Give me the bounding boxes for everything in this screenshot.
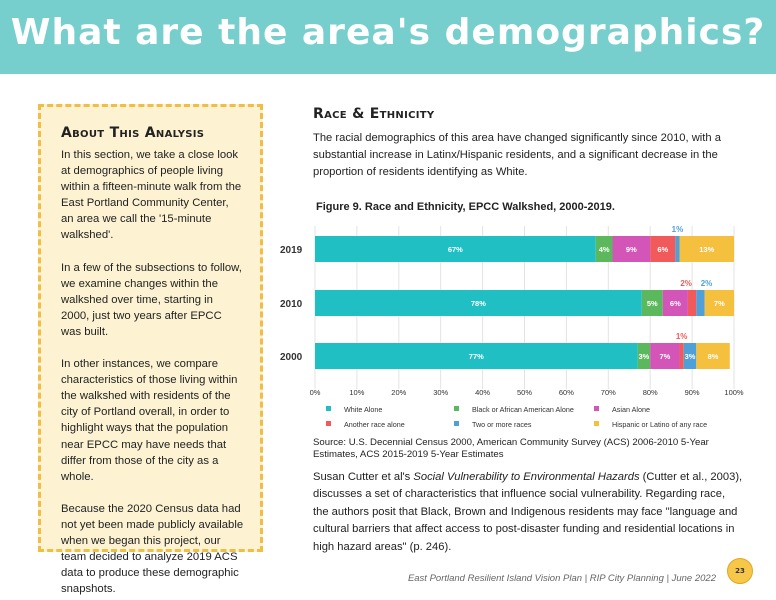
y-category-label: 2010: [280, 299, 303, 310]
data-label: 2%: [701, 279, 713, 288]
legend-label: White Alone: [344, 405, 382, 414]
legend-swatch: [326, 406, 331, 411]
bar-segment: [679, 343, 684, 369]
legend-label: Hispanic or Latino of any race: [612, 420, 707, 429]
y-category-label: 2000: [280, 352, 303, 363]
bar-segment: [683, 343, 697, 369]
bar-segment: [687, 290, 697, 316]
data-label: 9%: [626, 245, 637, 254]
section-intro: The racial demographics of this area hav…: [313, 132, 721, 178]
race-ethnicity-section: Race & Ethnicity The racial demographics…: [313, 106, 743, 181]
data-label: 3%: [638, 352, 649, 361]
x-tick-label: 100%: [724, 388, 744, 397]
data-label: 13%: [699, 245, 714, 254]
page-number: 23: [727, 558, 753, 584]
x-tick-label: 0%: [310, 388, 321, 397]
bar-segment: [315, 343, 638, 369]
sidebar-paragraph: In this section, we take a close look at…: [61, 149, 242, 242]
legend-label: Black or African American Alone: [472, 405, 574, 414]
data-label: 6%: [670, 299, 681, 308]
data-label: 78%: [471, 299, 486, 308]
data-label: 8%: [708, 352, 719, 361]
body-paragraph: Susan Cutter et al's Social Vulnerabilit…: [313, 469, 743, 556]
x-tick-label: 20%: [391, 388, 406, 397]
data-label: 1%: [672, 225, 684, 234]
data-label: 4%: [599, 245, 610, 254]
data-label: 77%: [469, 352, 484, 361]
body-text-lead: Susan Cutter et al's: [313, 471, 414, 483]
data-label: 7%: [714, 299, 725, 308]
bar-segment: [650, 343, 680, 369]
bar-segment: [637, 343, 651, 369]
legend-swatch: [454, 421, 459, 426]
bar-segment: [315, 236, 596, 262]
footer-text: East Portland Resilient Island Vision Pl…: [407, 573, 716, 584]
data-label: 3%: [685, 352, 696, 361]
bar-segment: [679, 236, 734, 262]
bar-segment: [704, 290, 734, 316]
bar-segment: [662, 290, 688, 316]
y-category-label: 2019: [280, 245, 303, 256]
about-analysis-box: About This Analysis In this section, we …: [38, 104, 263, 595]
x-tick-label: 40%: [475, 388, 490, 397]
legend-swatch: [326, 421, 331, 426]
bar-segment: [650, 236, 676, 262]
legend-label: Asian Alone: [612, 405, 650, 414]
race-ethnicity-chart: 0% 10% 20% 30% 40% 50% 60% 70% 80% 90% 100% 2019 67%…: [280, 225, 744, 429]
figure-source: Source: U.S. Decennial Census 2000, Amer…: [313, 437, 709, 460]
x-tick-label: 90%: [685, 388, 700, 397]
data-label: 1%: [676, 332, 688, 341]
x-tick-label: 80%: [643, 388, 658, 397]
body-text-rest: (Cutter et al., 2003), discusses a set o…: [313, 471, 743, 553]
data-label: 67%: [448, 245, 463, 254]
cited-work-title: Social Vulnerability to Environmental Ha…: [413, 471, 640, 483]
x-tick-label: 30%: [433, 388, 448, 397]
bar-segment: [595, 236, 613, 262]
data-label: 5%: [647, 299, 658, 308]
x-tick-label: 60%: [559, 388, 574, 397]
x-tick-label: 10%: [349, 388, 364, 397]
sidebar-paragraph: Because the 2020 Census data had not yet…: [61, 502, 244, 596]
bar-segment: [675, 236, 680, 262]
bar-segment: [315, 290, 642, 316]
legend-swatch: [594, 406, 599, 411]
x-tick-label: 50%: [517, 388, 532, 397]
bar-segment: [641, 290, 663, 316]
bar-segment: [696, 343, 730, 369]
figure-title: Figure 9. Race and Ethnicity, EPCC Walks…: [316, 201, 615, 213]
page-title: What are the area's demographics?: [10, 12, 766, 53]
section-heading: Race & Ethnicity: [313, 106, 435, 122]
data-label: 6%: [657, 245, 668, 254]
data-label: 2%: [680, 279, 692, 288]
legend-swatch: [594, 421, 599, 426]
sidebar-paragraph: In other instances, we compare character…: [61, 358, 238, 483]
sidebar-heading: About This Analysis: [61, 125, 205, 141]
sidebar-paragraph: In a few of the subsections to follow, w…: [61, 261, 242, 338]
x-tick-label: 70%: [601, 388, 616, 397]
bar-segment: [612, 236, 651, 262]
legend-swatch: [454, 406, 459, 411]
data-label: 7%: [659, 352, 670, 361]
header-banner: What are the area's demographics?: [0, 0, 776, 74]
legend-label: Another race alone: [344, 420, 405, 429]
bar-segment: [696, 290, 705, 316]
legend-label: Two or more races: [472, 420, 532, 429]
